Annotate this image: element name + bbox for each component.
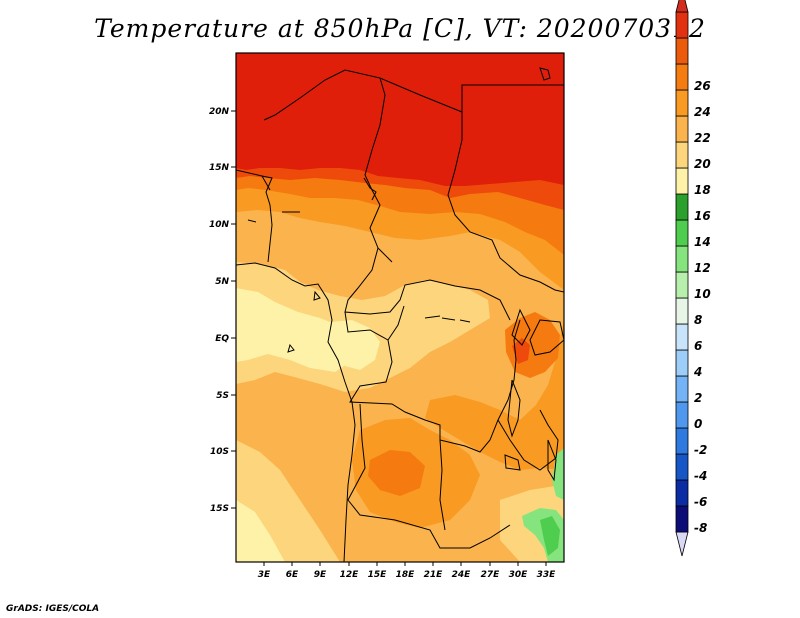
colorbar-segment	[676, 272, 688, 298]
lat-tick: 20N	[209, 107, 236, 117]
temperature-field	[236, 53, 564, 562]
lat-tick-label: 5S	[216, 391, 229, 401]
colorbar-segment	[676, 90, 688, 116]
lon-tick-label: 24E	[452, 570, 472, 580]
colorbar-segment	[676, 454, 688, 480]
lon-tick: 18E	[396, 562, 416, 580]
lon-tick-label: 3E	[258, 570, 271, 580]
colorbar-label: 26	[694, 79, 711, 93]
colorbar-segment	[676, 376, 688, 402]
colorbar	[676, 0, 688, 556]
lon-tick: 21E	[424, 562, 444, 580]
lat-tick-label: 15N	[209, 163, 230, 173]
lat-tick: 15N	[209, 163, 236, 173]
colorbar-segment	[676, 116, 688, 142]
lon-tick: 24E	[452, 562, 472, 580]
latitude-axis: 20N 15N 10N 5N EQ 5S 10S 15S	[209, 107, 236, 514]
map-figure: 3E 6E 9E 12E 15E 18E 21E 24E 27E 30E 33E…	[0, 0, 800, 618]
colorbar-label: -8	[694, 521, 707, 535]
lon-tick-label: 6E	[286, 570, 299, 580]
lat-tick: 10N	[209, 220, 236, 230]
colorbar-label: 14	[694, 235, 711, 249]
colorbar-label: 4	[693, 365, 702, 379]
colorbar-label: 20	[694, 157, 711, 171]
colorbar-label: 8	[694, 313, 702, 327]
colorbar-segment	[676, 38, 688, 64]
colorbar-segment	[676, 168, 688, 194]
lon-tick-label: 15E	[368, 570, 388, 580]
colorbar-label: -2	[694, 443, 707, 457]
lat-tick-label: 20N	[209, 107, 230, 117]
colorbar-label: 0	[694, 417, 702, 431]
colorbar-segment	[676, 194, 688, 220]
lon-tick: 6E	[286, 562, 299, 580]
colorbar-segment	[676, 298, 688, 324]
lon-tick-label: 9E	[314, 570, 327, 580]
field-above-26	[236, 53, 564, 186]
colorbar-bottom-arrow	[676, 532, 688, 556]
lon-tick: 30E	[509, 562, 529, 580]
colorbar-label: -6	[694, 495, 707, 509]
lat-tick: 10S	[210, 447, 236, 457]
colorbar-segment	[676, 142, 688, 168]
colorbar-segment	[676, 480, 688, 506]
grads-credit: GrADS: IGES/COLA	[6, 604, 99, 614]
lon-tick: 27E	[481, 562, 501, 580]
colorbar-label: 10	[694, 287, 711, 301]
colorbar-label: 2	[694, 391, 702, 405]
colorbar-label: 18	[694, 183, 711, 197]
lat-tick: 5N	[215, 277, 236, 287]
lon-tick-label: 21E	[424, 570, 444, 580]
lat-tick-label: 10S	[210, 447, 229, 457]
colorbar-segment	[676, 246, 688, 272]
colorbar-segment	[676, 402, 688, 428]
lon-tick: 12E	[340, 562, 360, 580]
lon-tick-label: 33E	[537, 570, 557, 580]
lon-tick: 9E	[314, 562, 327, 580]
lat-tick-label: 15S	[210, 504, 229, 514]
colorbar-segment	[676, 428, 688, 454]
lat-tick-label: EQ	[215, 334, 229, 344]
lat-tick: EQ	[215, 334, 236, 344]
colorbar-segment	[676, 350, 688, 376]
lon-tick: 15E	[368, 562, 388, 580]
lat-tick-label: 5N	[215, 277, 229, 287]
lat-tick: 15S	[210, 504, 236, 514]
colorbar-segment	[676, 64, 688, 90]
lon-tick-label: 12E	[340, 570, 360, 580]
lon-tick-label: 27E	[481, 570, 501, 580]
lon-tick-label: 18E	[396, 570, 416, 580]
lat-tick: 5S	[216, 391, 236, 401]
colorbar-segment	[676, 506, 688, 532]
lat-tick-label: 10N	[209, 220, 230, 230]
colorbar-label: -4	[694, 469, 707, 483]
lon-tick: 3E	[258, 562, 271, 580]
colorbar-label: 12	[694, 261, 711, 275]
longitude-axis: 3E 6E 9E 12E 15E 18E 21E 24E 27E 30E 33E	[258, 562, 556, 580]
colorbar-segment	[676, 220, 688, 246]
lon-tick-label: 30E	[509, 570, 529, 580]
colorbar-label: 16	[694, 209, 711, 223]
colorbar-labels: 26 24 22 20 18 16 14 12 10 8 6 4 2 0 -2 …	[693, 79, 711, 535]
lon-tick: 33E	[537, 562, 557, 580]
colorbar-segment	[676, 12, 688, 38]
colorbar-label: 22	[694, 131, 711, 145]
colorbar-label: 24	[694, 105, 711, 119]
colorbar-top-arrow	[676, 0, 688, 12]
colorbar-segment	[676, 324, 688, 350]
colorbar-label: 6	[694, 339, 702, 353]
